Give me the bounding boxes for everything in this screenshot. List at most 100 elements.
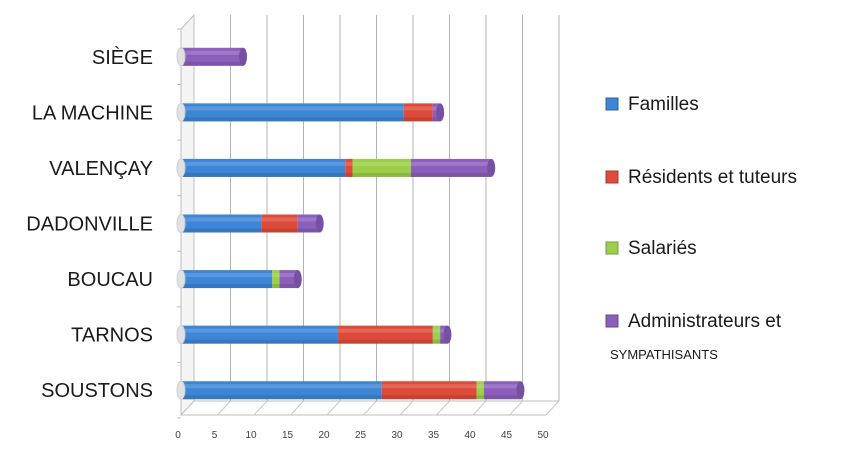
bar-shadow xyxy=(381,395,477,400)
bar-start-cap xyxy=(176,214,186,233)
bar-shadow xyxy=(181,284,273,289)
gridline-floor xyxy=(363,400,377,416)
bar-shadow xyxy=(476,395,484,400)
bar-end-cap xyxy=(239,47,248,66)
x-tick-labels: 0 5 10 15 20 25 30 35 40 45 50 xyxy=(175,430,549,441)
bar-highlight xyxy=(181,50,244,55)
bar-segment xyxy=(272,270,280,289)
bar-end-cap xyxy=(443,325,452,344)
x-tick-label: 45 xyxy=(501,430,513,441)
bar-highlight xyxy=(403,106,433,111)
legend-swatch xyxy=(605,97,619,111)
bar-end-cap xyxy=(436,103,445,122)
bar-shadow xyxy=(403,117,433,122)
bar-highlight xyxy=(432,106,441,111)
bar-highlight xyxy=(181,217,262,222)
bar-shadow xyxy=(432,339,441,344)
x-tick-label: 30 xyxy=(391,430,403,441)
bar-shadow xyxy=(410,172,492,177)
x-tick-label: 15 xyxy=(282,430,294,441)
bar-highlight xyxy=(181,106,404,111)
legend-label: Salariés xyxy=(628,238,697,259)
gridline-floor xyxy=(253,400,268,416)
bar-highlight xyxy=(381,384,477,389)
gridline-floor xyxy=(217,400,231,416)
bar-highlight xyxy=(181,328,338,333)
gridline-floor xyxy=(509,400,523,416)
bar-highlight xyxy=(181,161,346,166)
legend-label: Résidents et tuteurs xyxy=(628,167,797,188)
bar-highlight xyxy=(181,384,382,389)
bar-shadow xyxy=(181,339,338,344)
category-label: SIÈGE xyxy=(92,46,153,69)
bar-start-cap xyxy=(176,47,186,67)
bar-shadow xyxy=(297,228,320,233)
bar-segment xyxy=(476,381,484,400)
bar-highlight xyxy=(272,273,280,278)
category-labels: SIÈGE LA MACHINE VALENÇAY DADONVILLE BOUCAU T… xyxy=(26,46,153,402)
bar-shadow xyxy=(272,284,280,289)
category-label: TARNOS xyxy=(71,325,153,347)
bar-highlight xyxy=(261,217,298,222)
bar-shadow xyxy=(345,172,353,177)
bar-shadow xyxy=(352,172,411,177)
x-tick-label: 0 xyxy=(175,430,181,441)
category-label: DADONVILLE xyxy=(26,214,153,236)
bar-shadow xyxy=(181,172,346,177)
category-label: LA MACHINE xyxy=(32,102,153,124)
x-tick-label: 35 xyxy=(428,430,440,441)
gridline-floor xyxy=(290,400,304,416)
bar-highlight xyxy=(345,161,353,166)
bar-start-cap xyxy=(176,325,186,345)
bar-shadow xyxy=(279,284,298,289)
bar-highlight xyxy=(337,328,433,333)
bar-highlight xyxy=(181,273,273,278)
gridline-floor xyxy=(545,400,560,416)
legend-label-line2: SYMPATHISANTS xyxy=(610,347,718,362)
bar-shadow xyxy=(483,395,521,400)
x-tick-label: 50 xyxy=(537,430,549,441)
legend-label: Administrateurs et xyxy=(628,311,782,332)
bar-start-cap xyxy=(176,269,186,289)
bar-highlight xyxy=(410,161,492,166)
bar-shadow xyxy=(432,117,441,122)
x-tick-label: 5 xyxy=(212,430,218,441)
bar-start-cap xyxy=(176,158,186,178)
legend-swatch xyxy=(605,170,619,184)
bar-highlight xyxy=(352,161,411,166)
bar-segment xyxy=(432,325,441,344)
x-tick-label: 25 xyxy=(355,430,367,441)
bar-shadow xyxy=(181,395,382,400)
bar-highlight xyxy=(279,273,298,278)
bar-highlight xyxy=(483,384,521,389)
bar-shadow xyxy=(261,228,298,233)
bar-shadow xyxy=(181,61,244,66)
bar-highlight xyxy=(440,328,448,333)
bar-shadow xyxy=(181,117,404,122)
gridline-floor xyxy=(436,400,450,416)
bars xyxy=(176,47,525,400)
bar-highlight xyxy=(476,384,484,389)
bar-end-cap xyxy=(315,214,324,233)
bar-shadow xyxy=(440,339,448,344)
legend-swatch xyxy=(605,314,619,328)
legend-swatch xyxy=(605,241,619,255)
gridline-floor xyxy=(472,400,487,416)
bar-shadow xyxy=(337,339,433,344)
gridline-floor xyxy=(399,400,414,416)
category-label: VALENÇAY xyxy=(49,158,153,180)
bar-segment xyxy=(345,158,353,177)
bar-end-cap xyxy=(516,381,525,400)
bar-highlight xyxy=(297,217,320,222)
bar-start-cap xyxy=(176,380,186,400)
x-tick-label: 20 xyxy=(318,430,330,441)
x-tick-label: 40 xyxy=(464,430,476,441)
x-tick-label: 10 xyxy=(245,430,257,441)
bar-shadow xyxy=(181,228,262,233)
bar-end-cap xyxy=(293,270,302,289)
category-label: SOUSTONS xyxy=(41,380,153,402)
bar-highlight xyxy=(432,328,441,333)
legend-label: Familles xyxy=(628,94,699,115)
